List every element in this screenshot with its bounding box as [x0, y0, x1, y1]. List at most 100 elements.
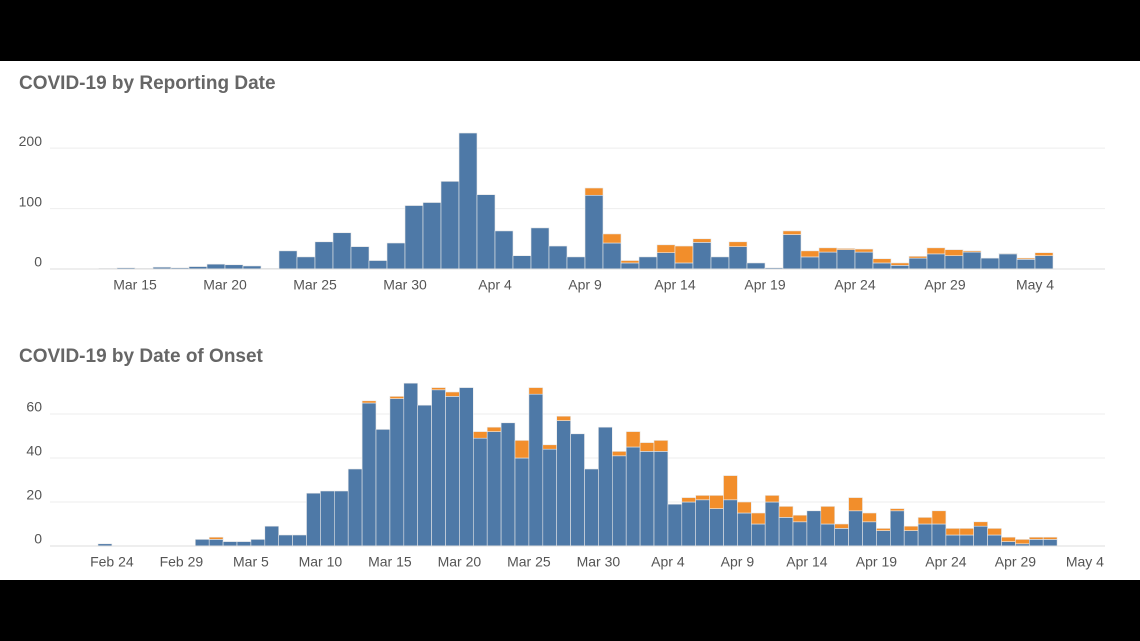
bar-segment [737, 512, 752, 547]
bar-segment [998, 252, 1018, 255]
bar-segment [422, 202, 442, 270]
bar-segment [836, 249, 856, 270]
bar-segment [723, 475, 738, 501]
bar-segment [653, 440, 669, 452]
x-tick-label: Apr 4 [478, 277, 512, 293]
bar-segment [347, 468, 363, 547]
bar-segment [542, 444, 557, 450]
x-tick-label: Apr 19 [744, 277, 785, 293]
bar-segment [750, 523, 766, 547]
bar-segment [1042, 539, 1058, 547]
bar-segment [584, 468, 599, 547]
bar-segment [917, 523, 933, 547]
bar-segment [350, 246, 370, 270]
bar-segment [980, 257, 1000, 270]
bar-segment [389, 396, 405, 399]
bar-segment [404, 205, 424, 270]
bar-segment [222, 541, 238, 547]
bar-segment [903, 525, 919, 531]
x-tick-label: Mar 30 [577, 554, 621, 570]
bar-segment [306, 492, 321, 547]
bar-segment [820, 506, 835, 525]
bar-segment [332, 232, 352, 270]
bar-segment [598, 426, 613, 547]
bar-segment [494, 230, 514, 270]
bar-segment [296, 256, 316, 270]
bar-segment [1001, 541, 1016, 547]
bar-segment [250, 539, 266, 547]
bar-segment [512, 255, 532, 270]
bar-segment [848, 497, 863, 512]
bar-segment [440, 181, 460, 270]
bar-segment [987, 534, 1002, 547]
bar-segment [872, 258, 892, 264]
bar-segment [778, 517, 794, 547]
bar-segment [361, 402, 377, 547]
chart-title: COVID-19 by Date of Onset [19, 346, 264, 367]
x-tick-label: Apr 14 [786, 554, 827, 570]
bar-segment [333, 490, 349, 547]
bar-segment [834, 528, 849, 547]
bar-segment [361, 400, 377, 404]
bar-segment [653, 451, 669, 547]
bar-segment [862, 521, 877, 547]
bar-segment [639, 451, 655, 547]
bar-segment [542, 448, 557, 547]
bar-segment [472, 431, 488, 439]
bar-segment [750, 512, 766, 525]
bar-segment [1016, 257, 1036, 260]
bar-segment [639, 442, 655, 452]
x-tick-label: Apr 4 [651, 554, 685, 570]
bar-segment [820, 523, 835, 547]
bar-segment [375, 429, 391, 547]
bar-segment [945, 534, 961, 547]
bar-segment [528, 387, 544, 395]
bar-segment [695, 499, 710, 547]
bar-segment [458, 132, 478, 270]
bar-segment [723, 499, 738, 547]
bar-segment [834, 523, 849, 529]
x-tick-label: Mar 25 [507, 554, 551, 570]
bar-segment [926, 253, 946, 270]
bar-segment [514, 457, 530, 547]
bar-segment [486, 431, 502, 547]
bar-segment [792, 521, 808, 547]
bar-segment [681, 501, 696, 547]
x-tick-label: Apr 14 [654, 277, 695, 293]
bar-segment [728, 241, 748, 247]
bar-segment [292, 534, 307, 547]
bar-segment [695, 495, 710, 501]
bar-segment [445, 396, 460, 547]
bar-segment [278, 534, 293, 547]
bar-segment [195, 539, 210, 547]
bar-segment [445, 391, 460, 397]
bar-segment [570, 433, 585, 547]
bar-segment [959, 528, 974, 536]
bar-segment [987, 528, 1002, 536]
bar-segment [314, 241, 334, 270]
bar-segment [1029, 536, 1044, 540]
bar-segment [431, 389, 446, 547]
bar-segment [584, 194, 604, 270]
x-tick-label: Apr 29 [924, 277, 965, 293]
bar-segment [854, 251, 874, 270]
bar-segment [710, 256, 730, 270]
x-tick-label: Apr 9 [721, 554, 755, 570]
x-tick-label: Mar 30 [383, 277, 427, 293]
x-tick-label: Feb 29 [160, 554, 204, 570]
bar-segment [848, 510, 863, 547]
bar-segment [620, 262, 640, 270]
y-tick-label: 0 [34, 254, 42, 270]
x-tick-label: Mar 15 [368, 554, 412, 570]
bar-segment [667, 503, 683, 547]
bar-segment [800, 256, 820, 270]
bar-segment [611, 455, 627, 547]
bar-segment [208, 539, 224, 547]
bar-segment [417, 404, 432, 547]
bar-segment [514, 440, 530, 459]
bar-segment [548, 245, 568, 270]
bar-segment [206, 263, 226, 270]
bar-segment [681, 497, 696, 503]
x-tick-label: Mar 5 [233, 554, 269, 570]
bar-segment [264, 525, 279, 547]
